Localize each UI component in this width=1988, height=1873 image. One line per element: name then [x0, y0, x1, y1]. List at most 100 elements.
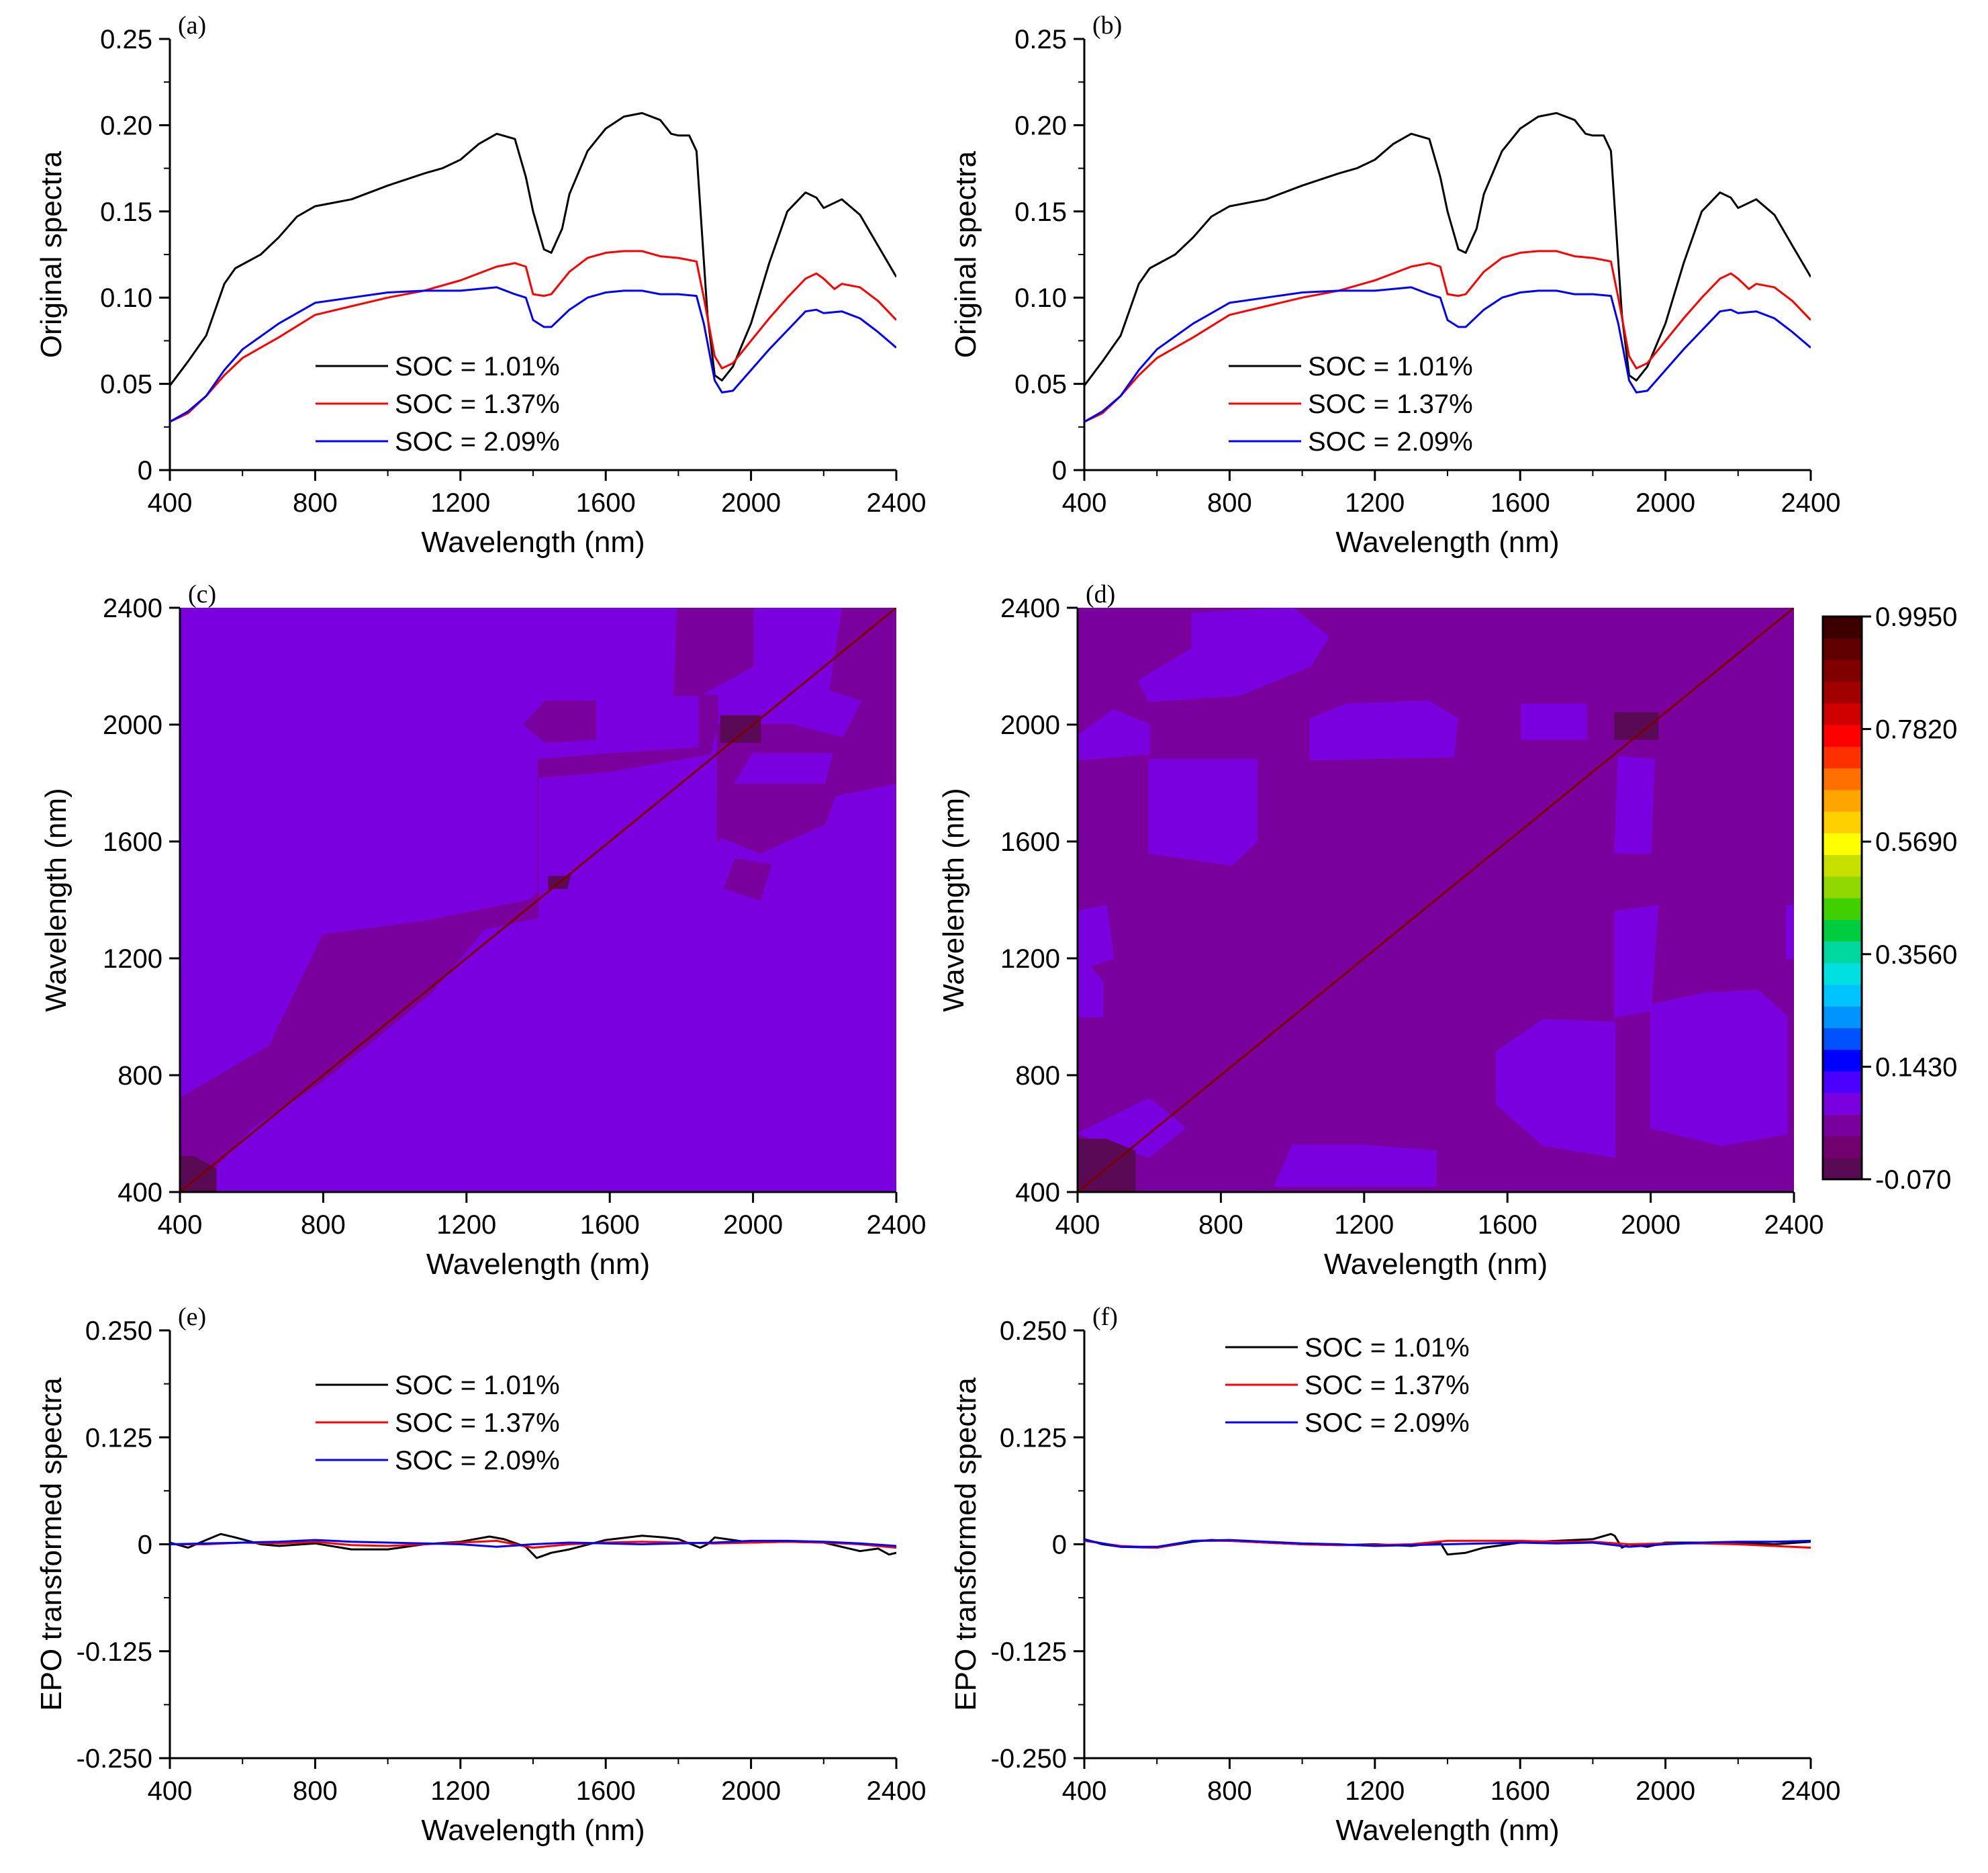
y-tick-label: 0	[138, 1531, 152, 1560]
x-tick-label: 2400	[1764, 1210, 1824, 1240]
y-tick-label: 400	[117, 1178, 162, 1207]
y-tick-label: 0	[1052, 456, 1067, 486]
x-tick-label: 1600	[576, 488, 636, 518]
y-tick-label: 0.10	[1014, 283, 1067, 313]
y-tick-label: -0.250	[991, 1744, 1067, 1774]
panel-label: (b)	[1092, 11, 1122, 40]
heatmap-region-8	[1078, 905, 1115, 971]
legend: SOC = 1.01% SOC = 1.37% SOC = 2.09%	[1225, 1333, 1470, 1438]
y-tick-label: 800	[1015, 1061, 1060, 1091]
x-tick-label: 800	[293, 1776, 338, 1806]
heatmap-region-16	[1614, 712, 1659, 740]
colorbar-tick-label: 0.3560	[1875, 940, 1957, 970]
colorbar-frame	[1821, 615, 1863, 1181]
x-tick-label: 1600	[1490, 1776, 1550, 1806]
heatmap-region-4	[1309, 700, 1458, 761]
y-tick-label: 0.10	[100, 283, 152, 313]
heatmap-cells	[180, 608, 896, 1192]
colorbar-segment-7	[1823, 1027, 1862, 1050]
y-axis-label: Original spectra	[949, 150, 982, 358]
panel-label: (f)	[1092, 1303, 1118, 1331]
y-tick-label: 0.05	[1014, 370, 1067, 400]
heatmap-region-9	[723, 858, 772, 901]
legend-label: SOC = 1.01%	[1305, 1333, 1470, 1363]
y-tick-label: 0.125	[1000, 1423, 1067, 1453]
x-tick-label: 2400	[1781, 488, 1841, 518]
heatmap-region-12	[720, 715, 761, 743]
colorbar: 0.9950 0.7820 0.5690 0.3560 0.1430 -0.070	[1821, 602, 1957, 1195]
colorbar-segment-19	[1823, 768, 1862, 790]
series-line-3	[170, 286, 896, 423]
series-line-2	[170, 250, 896, 423]
x-tick-label: 800	[1207, 1776, 1252, 1806]
legend: SOC = 1.01% SOC = 1.37% SOC = 2.09%	[316, 352, 560, 457]
heatmap-cells	[1078, 608, 1794, 1192]
panel-label: (e)	[178, 1303, 206, 1331]
series-group	[1084, 1533, 1811, 1556]
y-tick-label: 2400	[1000, 594, 1060, 623]
y-axis-label: Wavelength (nm)	[937, 788, 970, 1011]
heatmap-region-9	[1078, 951, 1104, 1017]
y-axis-label: EPO transformed spectra	[949, 1377, 982, 1711]
panel-label: (a)	[178, 11, 206, 40]
colorbar-segment-17	[1823, 811, 1862, 833]
colorbar-segment-15	[1823, 854, 1862, 877]
x-tick-label: 400	[158, 1210, 203, 1240]
y-tick-label: 0.05	[100, 370, 152, 400]
heatmap-region-14	[1786, 905, 1794, 959]
panel-c: 400 800 1200 1600 2000 2400 400 800 1200 1600 2000…	[40, 580, 926, 1281]
panel-a: 400 800 1200 1600 2000 2400 0 0.05 0.10 0.15 0.20 0…	[35, 11, 926, 559]
x-tick-label: 2000	[721, 488, 781, 518]
series-line-1	[1084, 111, 1811, 387]
x-tick-label: 400	[1062, 1776, 1107, 1806]
colorbar-segment-11	[1823, 941, 1862, 964]
y-tick-label: 0	[138, 456, 152, 486]
x-tick-label: 400	[1062, 488, 1107, 518]
colorbar-segment-18	[1823, 789, 1862, 812]
panel-e: 400 800 1200 1600 2000 2400 -0.250 -0.125 0 0.125…	[35, 1303, 926, 1847]
heatmap-region-2	[1078, 709, 1150, 761]
colorbar-segment-9	[1823, 984, 1862, 1007]
legend-label: SOC = 1.37%	[395, 390, 560, 419]
colorbar-tick-label: 0.7820	[1875, 715, 1957, 745]
panel-f: 400 800 1200 1600 2000 2400 -0.250 -0.125 0 0.125…	[949, 1303, 1840, 1847]
colorbar-segment-12	[1823, 919, 1862, 942]
heatmap-region-15	[1078, 1138, 1136, 1192]
y-axis-label: Wavelength (nm)	[40, 788, 73, 1011]
colorbar-segment-4	[1823, 1093, 1862, 1115]
x-tick-label: 2000	[1636, 1776, 1695, 1806]
y-axis-label: EPO transformed spectra	[35, 1377, 68, 1711]
colorbar-segment-10	[1823, 962, 1862, 985]
heatmap-region-3	[716, 776, 844, 854]
y-axis-label: Original spectra	[35, 150, 68, 358]
heatmap-region-5	[551, 788, 596, 842]
colorbar-segment-13	[1823, 898, 1862, 920]
heatmap-region-7	[734, 753, 833, 784]
heatmap-region-7	[1614, 905, 1659, 1018]
y-tick-label: 0.15	[1014, 197, 1067, 227]
x-tick-label: 400	[148, 1776, 193, 1806]
x-tick-label: 800	[301, 1210, 346, 1240]
y-tick-label: 1600	[103, 827, 162, 857]
y-tick-label: 1600	[1000, 827, 1060, 857]
x-tick-label: 1200	[1345, 1776, 1405, 1806]
heatmap-region-4	[522, 700, 596, 743]
legend-label: SOC = 1.37%	[395, 1408, 560, 1438]
y-tick-label: 2000	[1000, 711, 1060, 740]
y-tick-label: -0.250	[77, 1744, 152, 1774]
x-tick-label: 400	[1055, 1210, 1100, 1240]
legend-label: SOC = 2.09%	[1305, 1408, 1470, 1438]
x-tick-label: 2000	[721, 1776, 781, 1806]
y-tick-label: 1200	[103, 944, 162, 974]
colorbar-segment-8	[1823, 1006, 1862, 1028]
heatmap-region-10	[180, 1156, 217, 1192]
y-tick-label: 800	[117, 1061, 162, 1091]
y-tick-label: 0.25	[100, 25, 152, 54]
x-tick-label: 1600	[1478, 1210, 1537, 1240]
series-line-2	[170, 1539, 896, 1549]
colorbar-tick-label: -0.070	[1875, 1165, 1951, 1195]
series-line-3	[170, 1539, 896, 1548]
colorbar-segment-21	[1823, 725, 1862, 747]
y-tick-label: -0.125	[991, 1637, 1067, 1667]
y-tick-label: 1200	[1000, 944, 1060, 974]
